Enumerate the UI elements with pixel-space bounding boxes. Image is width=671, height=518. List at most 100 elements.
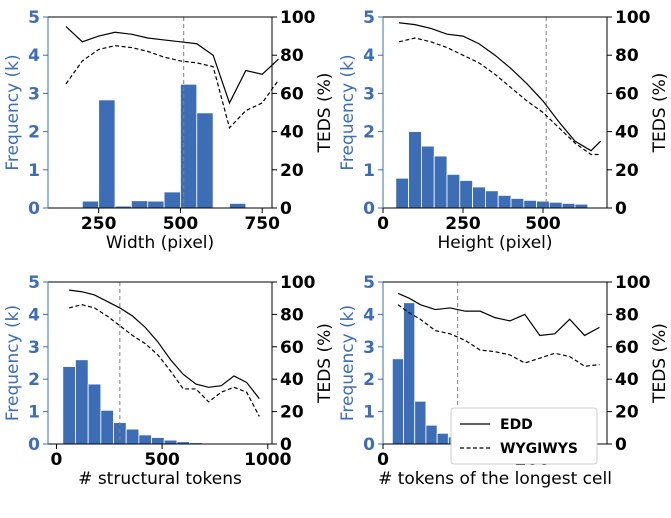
y-tick-label-left: 2 bbox=[28, 370, 40, 390]
series-line-wygiwys bbox=[397, 304, 600, 367]
y-tick-label-right: 80 bbox=[280, 305, 304, 325]
x-tick-label: 250 bbox=[81, 214, 117, 234]
y-tick-label-right: 20 bbox=[615, 403, 639, 423]
histogram-bar bbox=[536, 200, 550, 209]
y-tick-label-right: 0 bbox=[280, 199, 292, 219]
histogram-bar bbox=[391, 358, 404, 445]
y-tick-label-right: 60 bbox=[615, 84, 639, 104]
histogram-bar bbox=[446, 173, 461, 209]
y-axis-title-left: Frequency (k) bbox=[338, 305, 358, 421]
histogram-bar bbox=[414, 400, 427, 445]
histogram-bar bbox=[561, 203, 576, 209]
histogram-bar bbox=[62, 366, 76, 445]
y-tick-label-left: 4 bbox=[363, 305, 375, 325]
series-line-wygiwys bbox=[65, 45, 280, 129]
histogram-bar bbox=[395, 177, 409, 209]
y-axis-title-right: TEDS (%) bbox=[315, 323, 335, 404]
legend-label: WYGIWYS bbox=[500, 441, 578, 457]
series-line-wygiwys bbox=[398, 37, 601, 156]
x-axis-title: # structural tokens bbox=[78, 469, 242, 489]
y-tick-label-right: 20 bbox=[280, 403, 304, 423]
y-tick-label-left: 5 bbox=[28, 8, 40, 28]
y-tick-label-left: 5 bbox=[28, 273, 40, 293]
histogram-bar bbox=[180, 83, 198, 209]
histogram-bar bbox=[523, 199, 537, 209]
y-tick-label-left: 1 bbox=[363, 403, 375, 423]
histogram-bar bbox=[98, 99, 116, 209]
y-tick-label-right: 100 bbox=[615, 8, 651, 28]
y-axis-title-right: TEDS (%) bbox=[315, 73, 335, 154]
histogram-bar bbox=[196, 112, 214, 209]
y-tick-label-right: 40 bbox=[615, 123, 639, 143]
x-tick-label: 250 bbox=[445, 214, 481, 234]
histogram-bar bbox=[163, 439, 178, 445]
series-line-edd bbox=[69, 289, 260, 400]
y-tick-label-left: 3 bbox=[363, 338, 375, 358]
y-tick-label-left: 5 bbox=[363, 8, 375, 28]
histogram-bar bbox=[425, 424, 438, 445]
y-tick-label-right: 40 bbox=[615, 370, 639, 390]
histogram-bar bbox=[497, 194, 512, 209]
x-axis-title: # tokens of the longest cell bbox=[378, 469, 612, 489]
histogram-bar bbox=[163, 191, 181, 209]
y-tick-label-right: 80 bbox=[615, 305, 639, 325]
series-line-edd bbox=[65, 26, 279, 105]
x-tick-label: 0 bbox=[51, 450, 63, 470]
histogram-bar bbox=[147, 200, 165, 209]
y-tick-label-right: 20 bbox=[280, 161, 304, 181]
histogram-bar bbox=[87, 383, 102, 445]
series-line-edd bbox=[397, 292, 600, 337]
legend-label: EDD bbox=[500, 417, 533, 433]
y-tick-label-left: 2 bbox=[363, 370, 375, 390]
y-tick-label-right: 0 bbox=[280, 435, 292, 455]
y-tick-label-left: 3 bbox=[363, 84, 375, 104]
histogram-bar bbox=[229, 203, 247, 209]
y-tick-label-right: 0 bbox=[615, 199, 627, 219]
y-tick-label-left: 1 bbox=[363, 161, 375, 181]
y-tick-label-left: 0 bbox=[28, 199, 40, 219]
y-tick-label-right: 100 bbox=[615, 273, 651, 293]
histogram-bar bbox=[472, 186, 486, 209]
y-tick-label-left: 1 bbox=[28, 161, 40, 181]
x-tick-label: 1000 bbox=[244, 450, 291, 470]
histogram-bar bbox=[130, 200, 149, 209]
y-tick-label-left: 1 bbox=[28, 403, 40, 423]
y-tick-label-right: 20 bbox=[615, 161, 639, 181]
y-tick-label-right: 0 bbox=[615, 435, 627, 455]
y-tick-label-right: 40 bbox=[280, 370, 304, 390]
histogram-bar bbox=[436, 432, 449, 445]
y-tick-label-left: 2 bbox=[28, 123, 40, 143]
histogram-bar bbox=[574, 203, 589, 209]
y-axis-title-right: TEDS (%) bbox=[650, 323, 670, 404]
y-tick-label-left: 0 bbox=[28, 435, 40, 455]
x-axis-title: Height (pixel) bbox=[437, 233, 552, 253]
histogram-bar bbox=[484, 190, 499, 209]
series-line-edd bbox=[398, 22, 602, 152]
chart-panel-top-left: 0 1 2 3 4 5 0 20 40 60 80 100 250 500 750 Width (pixel)… bbox=[3, 8, 335, 253]
legend-box bbox=[450, 407, 598, 465]
y-axis-title-left: Frequency (k) bbox=[338, 54, 358, 170]
y-tick-label-right: 80 bbox=[615, 46, 639, 66]
histogram-bar bbox=[125, 428, 140, 445]
y-tick-label-left: 4 bbox=[363, 46, 375, 66]
x-tick-label: 500 bbox=[144, 450, 180, 470]
y-tick-label-left: 3 bbox=[28, 338, 40, 358]
y-tick-label-right: 60 bbox=[280, 84, 304, 104]
y-tick-label-right: 100 bbox=[280, 273, 316, 293]
histogram-bar bbox=[138, 434, 152, 445]
y-axis-title-left: Frequency (k) bbox=[3, 54, 23, 170]
x-tick-label: 0 bbox=[377, 214, 389, 234]
y-tick-label-left: 3 bbox=[28, 84, 40, 104]
histogram-bar bbox=[403, 302, 416, 445]
y-tick-label-left: 4 bbox=[28, 305, 40, 325]
histogram-bar bbox=[75, 359, 89, 445]
legend: EDD WYGIWYS bbox=[450, 407, 598, 465]
histogram-bar bbox=[420, 145, 435, 209]
histogram-bar bbox=[510, 198, 525, 209]
histogram-bar bbox=[81, 200, 100, 209]
y-tick-label-right: 60 bbox=[280, 338, 304, 358]
series-line-wygiwys bbox=[68, 304, 260, 417]
x-tick-label: 750 bbox=[244, 214, 280, 234]
